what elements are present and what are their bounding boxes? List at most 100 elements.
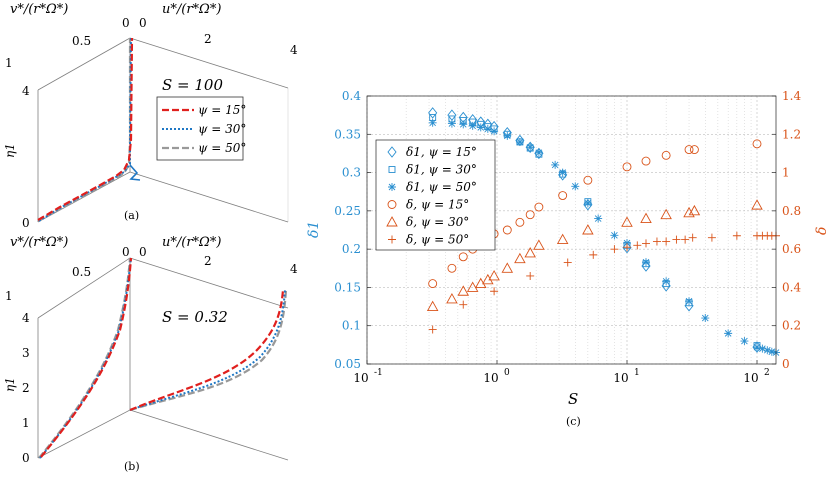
b-v-axis — [37, 257, 131, 319]
a-v-tick-0.5: 0.5 — [72, 34, 91, 48]
c-point — [482, 273, 494, 285]
c-legend-label: δ1, ψ = 15° — [406, 145, 477, 159]
c-point — [457, 285, 470, 296]
b-origin-v: 0 — [122, 245, 130, 259]
a-legend-label-2: ψ = 30° — [198, 122, 246, 136]
c-point — [483, 124, 492, 133]
a-v-label: v*/(r*Ω*) — [10, 2, 68, 17]
c-point — [524, 247, 536, 258]
c-point — [428, 107, 438, 119]
b-eta-tick-0: 0 — [22, 451, 30, 465]
c-point — [740, 337, 749, 346]
c-xtick-exp: 2 — [764, 368, 770, 378]
c-point — [688, 204, 701, 216]
c-point — [488, 270, 500, 281]
c-xtick: 10 — [483, 371, 498, 385]
b-floor-v — [37, 409, 131, 459]
c-legend-label: δ1, ψ = 50° — [406, 180, 477, 194]
b-annotation: S = 0.32 — [162, 308, 228, 326]
c-legend-marker — [387, 146, 397, 158]
c-ytick-left: 0.4 — [342, 89, 361, 103]
c-ytick-left: 0.05 — [334, 357, 361, 371]
c-point — [556, 233, 569, 245]
a-curve-tail — [129, 164, 141, 181]
c-legend-marker — [386, 216, 398, 227]
a-u-axis — [129, 37, 289, 89]
c-point — [707, 233, 716, 242]
c-legend-label: δ1, ψ = 30° — [406, 163, 477, 177]
c-point — [641, 239, 650, 248]
a-eta-label: η1 — [3, 143, 17, 158]
a-floor-u — [129, 171, 289, 223]
c-xtick: 10 — [613, 371, 628, 385]
c-point — [490, 127, 499, 136]
a-eta-tick-4: 4 — [22, 84, 30, 98]
a-v-tick-1: 1 — [5, 56, 13, 70]
b-caption: (b) — [124, 460, 140, 473]
c-legend-marker — [388, 166, 396, 173]
c-point — [660, 208, 672, 220]
c-ytick-right: 0.2 — [782, 319, 801, 333]
b-v-curve-psi30 — [39, 257, 132, 459]
b-u-tick-4: 4 — [290, 262, 298, 276]
c-point — [751, 199, 763, 210]
c-xtick: 10 — [353, 371, 368, 385]
a-u-label: u*/(r*Ω*) — [162, 2, 221, 17]
a-legend-label-1: ψ = 15° — [198, 103, 246, 117]
c-ytick-left: 0.1 — [342, 319, 361, 333]
b-eta-label: η1 — [3, 377, 17, 392]
c-point — [641, 156, 651, 166]
c-series-4 — [426, 199, 763, 312]
c-point — [459, 120, 468, 129]
c-ticks: 0.05 0.1 0.15 0.2 0.25 0.3 0.35 0.4 0 0.2 0.4 0.6 0.… — [334, 89, 801, 385]
c-point — [724, 329, 733, 338]
b-floor-u — [129, 409, 289, 461]
c-legend: δ1, ψ = 15° δ1, ψ = 30° δ1, ψ = 50° δ, ψ = … — [375, 139, 496, 251]
b-u-curve-psi15 — [129, 289, 285, 412]
a-legend-label-3: ψ = 50° — [198, 141, 246, 155]
c-point — [515, 217, 525, 227]
a-origin-v: 0 — [122, 16, 130, 30]
c-point — [688, 233, 697, 242]
c-point — [753, 343, 762, 352]
c-ytick-right: 1 — [782, 166, 790, 180]
b-u-label: u*/(r*Ω*) — [162, 235, 221, 250]
c-point — [503, 131, 512, 140]
c-point — [426, 300, 439, 312]
c-ytick-left: 0.15 — [334, 280, 361, 294]
c-point — [681, 235, 690, 244]
c-legend-label: δ, ψ = 30° — [406, 215, 469, 229]
c-point — [752, 139, 762, 149]
b-u-axis — [129, 257, 289, 309]
c-legend-box — [375, 139, 496, 251]
c-ylabel-left: δ1 — [306, 221, 322, 238]
c-point — [623, 239, 632, 248]
c-point — [458, 252, 468, 262]
c-point — [633, 241, 642, 250]
c-point — [571, 182, 580, 191]
a-origin-u: 0 — [139, 16, 147, 30]
c-point — [558, 168, 567, 177]
c-point — [466, 281, 479, 292]
c-point — [767, 347, 776, 356]
c-point — [685, 297, 694, 306]
c-xtick: 10 — [743, 371, 758, 385]
c-point — [526, 271, 535, 280]
b-v-label: v*/(r*Ω*) — [10, 235, 68, 250]
c-ytick-right: 1.2 — [782, 127, 801, 141]
c-ytick-right: 0.4 — [782, 280, 801, 294]
c-ylabel-right: δ — [814, 227, 830, 235]
c-xtick-exp: 0 — [504, 368, 510, 378]
c-point — [684, 145, 694, 155]
c-point — [534, 148, 543, 157]
a-annotation: S = 100 — [162, 76, 223, 94]
b-v-curve-psi15 — [40, 257, 133, 458]
c-point — [428, 279, 438, 289]
c-point — [589, 250, 598, 259]
c-legend-marker — [388, 183, 396, 191]
c-series-2 — [428, 118, 780, 357]
c-point — [672, 235, 681, 244]
b-eta-tick-4: 4 — [22, 311, 30, 325]
c-point — [526, 143, 535, 152]
c-point — [490, 287, 499, 296]
